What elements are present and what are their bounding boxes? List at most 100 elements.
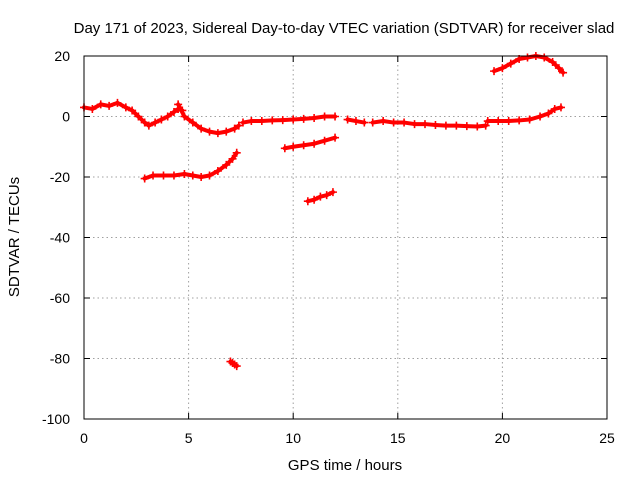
data-point (88, 104, 97, 113)
data-point (316, 192, 325, 201)
data-point (400, 118, 409, 127)
data-point (506, 59, 515, 68)
grid (84, 56, 607, 419)
data-point (303, 197, 312, 206)
data-point (230, 124, 239, 133)
data-point (169, 107, 178, 116)
data-point (289, 115, 298, 124)
y-tick-label: -40 (50, 230, 70, 246)
data-point (548, 58, 557, 67)
data-point (473, 122, 482, 131)
data-point (310, 139, 319, 148)
y-tick-label: 0 (62, 109, 70, 125)
series-arc-5 (368, 117, 490, 131)
data-point (550, 104, 559, 113)
data-point (180, 169, 189, 178)
x-tick-label: 5 (185, 430, 193, 446)
series-arc-1 (80, 98, 187, 130)
data-point (149, 171, 158, 180)
data-point (257, 117, 266, 126)
data-point (536, 112, 545, 121)
data-point (268, 116, 277, 125)
x-tick-label: 10 (285, 430, 301, 446)
data-point (163, 112, 172, 121)
data-point (174, 100, 183, 109)
data-point (452, 121, 461, 130)
data-point (128, 106, 137, 115)
y-tick-label: -80 (50, 351, 70, 367)
data-point (113, 98, 122, 107)
data-point (420, 120, 429, 129)
data-point (320, 112, 329, 121)
data-point (379, 117, 388, 126)
data-point (525, 115, 534, 124)
y-tick-label: -100 (42, 411, 70, 427)
x-tick-label: 0 (80, 430, 88, 446)
y-tick-label: -60 (50, 290, 70, 306)
data-point (481, 121, 490, 130)
data-point (180, 112, 189, 121)
series-arc-2 (174, 100, 243, 138)
data-point (140, 174, 149, 183)
data-point (121, 103, 130, 112)
data-point (188, 171, 197, 180)
data-point (322, 191, 331, 200)
x-tick-label: 15 (390, 430, 406, 446)
series-arc-6 (483, 103, 565, 126)
data-point (96, 100, 105, 109)
data-point (247, 117, 256, 126)
data-point (188, 118, 197, 127)
data-point (515, 116, 524, 125)
data-point (504, 117, 513, 126)
data-point (222, 160, 231, 169)
data-point (159, 171, 168, 180)
data-point (328, 188, 337, 197)
data-point (462, 122, 471, 131)
data-point (234, 121, 243, 130)
data-point (360, 118, 369, 127)
data-points (80, 52, 568, 371)
data-point (280, 144, 289, 153)
series-arc-9 (280, 133, 340, 153)
data-point (554, 64, 563, 73)
y-tick-label: 20 (54, 48, 70, 64)
data-point (351, 117, 360, 126)
data-point (232, 362, 241, 371)
data-point (483, 117, 492, 126)
data-point (197, 124, 206, 133)
data-point (238, 118, 247, 127)
series-arc-10 (303, 188, 337, 206)
data-point (368, 118, 377, 127)
data-point (134, 112, 143, 121)
data-point (410, 120, 419, 129)
data-point (494, 117, 503, 126)
data-point (197, 173, 206, 181)
data-point (105, 101, 114, 110)
data-point (299, 114, 308, 123)
data-point (331, 112, 340, 121)
x-tick-label: 25 (599, 430, 615, 446)
data-point (232, 148, 241, 157)
data-point (151, 118, 160, 127)
data-point (205, 127, 214, 136)
data-point (343, 115, 352, 124)
axis-ticks: 0 5 10 15 20 25 -100 -80 -60 -40 -20 0 20 (42, 48, 615, 446)
data-point (144, 121, 153, 130)
data-point (331, 133, 340, 142)
data-point (222, 127, 231, 136)
data-point (310, 195, 319, 204)
data-point (213, 166, 222, 175)
data-trace (176, 102, 187, 119)
y-tick-label: -20 (50, 169, 70, 185)
data-point (299, 141, 308, 150)
data-point (289, 142, 298, 151)
series-arc-8 (140, 148, 241, 183)
data-point (205, 171, 214, 180)
series-arc-3 (238, 112, 340, 127)
data-point (310, 114, 319, 123)
data-point (540, 53, 549, 62)
data-point (441, 121, 450, 130)
data-point (559, 68, 568, 77)
data-point (389, 118, 398, 127)
data-point (213, 129, 222, 138)
